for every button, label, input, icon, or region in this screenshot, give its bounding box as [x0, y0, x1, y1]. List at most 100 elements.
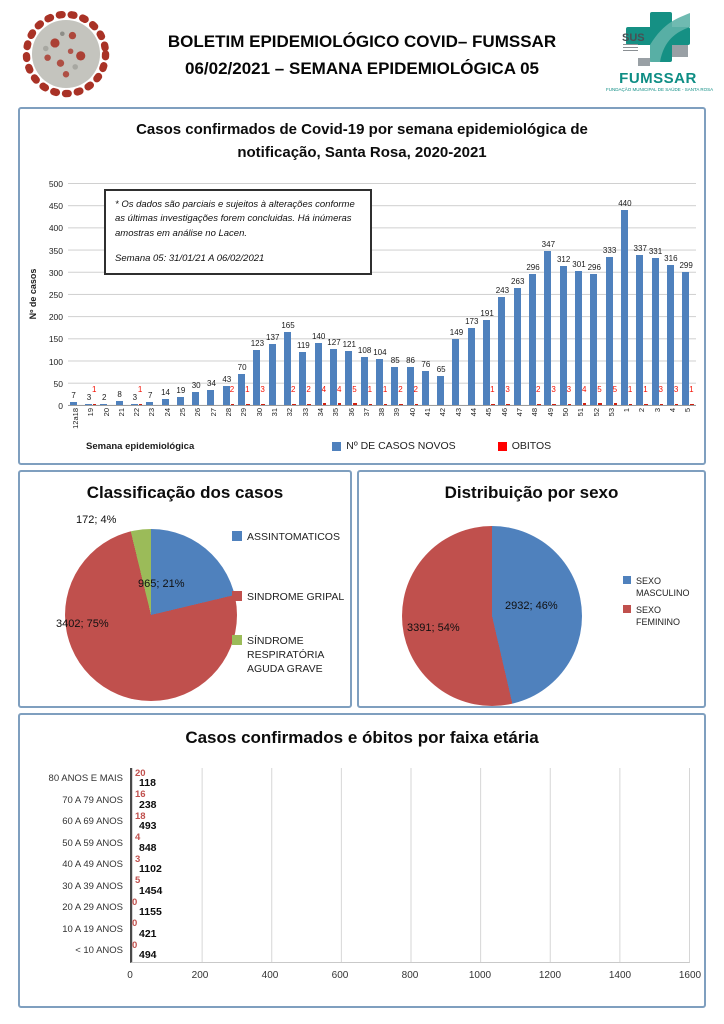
- week-tick-label: 4: [668, 408, 678, 413]
- new-cases-value: 243: [495, 286, 510, 296]
- deaths-value: 4: [336, 385, 342, 394]
- week-tick-label: 40: [407, 408, 417, 417]
- deaths-bar: [628, 404, 633, 405]
- deaths-value: 3: [658, 385, 663, 394]
- deaths-bar: [537, 404, 541, 405]
- week-tick: 30: [252, 408, 267, 438]
- new-cases-bar: [529, 273, 537, 405]
- age-cases-value: 1155: [139, 906, 162, 919]
- deaths-legend-swatch: [497, 441, 507, 451]
- week-tick-label: 53: [606, 408, 616, 417]
- age-cases-value: 238: [139, 798, 157, 811]
- bar-group-week-29: 70 1: [236, 183, 251, 405]
- week-tick: 45: [481, 408, 496, 438]
- new-cases-bar: [682, 272, 690, 405]
- bar-group-week-40: 86 2: [405, 183, 420, 405]
- age-row-6: 5 1454: [132, 876, 689, 898]
- age-plot-area: 20 118 16 238 18 493 4 848 3 1102 5 1454 0 1155 0 421 0 4…: [130, 768, 690, 963]
- deaths-bar: [383, 404, 388, 405]
- new-cases-bar: [437, 376, 445, 405]
- week-tick: 50: [558, 408, 573, 438]
- age-cases-value: 1102: [139, 863, 162, 876]
- new-cases-bar: [544, 250, 552, 405]
- new-cases-bar: [513, 288, 521, 405]
- week-tick-label: 49: [545, 408, 555, 417]
- week-tick: 53: [604, 408, 619, 438]
- week-tick-label: 42: [438, 408, 448, 417]
- age-chart-panel: Casos confirmados e óbitos por faixa etá…: [18, 713, 706, 1008]
- age-row-2: 16 238: [132, 790, 689, 812]
- new-cases-bar: [574, 271, 582, 405]
- deaths-value: 1: [367, 385, 373, 394]
- y-tick-label: 0: [58, 401, 63, 411]
- deaths-bar: [659, 403, 664, 405]
- deaths-bar: [552, 403, 556, 405]
- data-note-week-range: Semana 05: 31/01/21 A 06/02/2021: [115, 252, 265, 264]
- deaths-bar: [337, 403, 342, 405]
- new-cases-bar: [176, 396, 184, 405]
- age-cases-line: 238: [132, 800, 157, 811]
- week-tick: 49: [543, 408, 558, 438]
- age-cases-line: 1155: [132, 907, 162, 918]
- week-tick-label: 43: [453, 408, 463, 417]
- new-cases-value: 316: [664, 253, 678, 263]
- new-cases-bar: [268, 344, 276, 405]
- y-tick-label: 300: [48, 267, 63, 278]
- age-deaths-line: 0: [132, 941, 137, 950]
- week-tick: 29: [236, 408, 251, 438]
- y-tick-label: 250: [48, 290, 63, 300]
- age-deaths-line: 18: [132, 812, 146, 821]
- bar-group-week-38: 104 1: [373, 183, 389, 405]
- new-cases-value: 263: [511, 277, 525, 287]
- deaths-bar: [414, 404, 419, 405]
- new-cases-value: 296: [526, 262, 540, 272]
- week-tick: 2: [635, 408, 650, 438]
- sex-legend-item: SEXO MASCULINO: [623, 575, 707, 599]
- week-tick-label: 31: [269, 408, 279, 417]
- age-x-tick-label: 1200: [538, 969, 562, 981]
- sex-legend-item: SEXO FEMININO: [623, 604, 707, 628]
- classification-legend-label: ASSINTOMATICOS: [247, 531, 340, 543]
- classification-legend-item: SÍNDROME RESPIRATÓRIA AGUDA GRAVE: [232, 634, 350, 677]
- week-tick-label: 20: [101, 408, 111, 417]
- sex-legend-label: SEXO MASCULINO: [636, 576, 690, 599]
- weekly-legend: Nº DE CASOS NOVOS OBITOS: [332, 440, 551, 452]
- bar-group-week-26: 30: [191, 183, 206, 405]
- age-deaths-value: 5: [135, 875, 141, 887]
- age-cases-line: 848: [132, 843, 157, 854]
- age-row-3: 18 493: [132, 811, 689, 833]
- age-row-4: 4 848: [132, 833, 689, 855]
- new-cases-value: 301: [572, 260, 586, 270]
- deaths-value: 3: [551, 385, 556, 394]
- fumssar-tagline: FUNDAÇÃO MUNICIPAL DE SAÚDE - SANTA ROSA: [606, 87, 714, 92]
- bar-group-week-53: 333 5: [603, 183, 619, 405]
- bar-group-week-5: 299 1: [679, 183, 696, 405]
- weekly-chart-panel: Casos confirmados de Covid-19 por semana…: [18, 107, 706, 465]
- new-cases-bar: [115, 401, 123, 405]
- week-tick: 21: [114, 408, 129, 438]
- new-cases-bar: [161, 398, 169, 405]
- deaths-bar: [246, 404, 250, 405]
- age-x-tick-label: 200: [191, 969, 209, 981]
- week-tick: 33: [298, 408, 313, 438]
- new-cases-bar: [69, 401, 77, 405]
- bar-group-week-52: 296 5: [588, 183, 604, 405]
- bar-group-week-28: 43 2: [221, 183, 236, 405]
- age-deaths-value: 0: [132, 939, 138, 951]
- age-group-label: 70 A 79 ANOS: [62, 794, 123, 806]
- age-deaths-line: 20: [132, 769, 146, 778]
- new-cases-value: 86: [406, 355, 415, 365]
- legend-item-deaths: OBITOS: [497, 440, 551, 452]
- week-tick: 44: [466, 408, 481, 438]
- sus-label: SUS: [622, 32, 645, 44]
- classification-legend-swatch: [232, 531, 242, 541]
- age-x-tick-label: 1600: [678, 969, 702, 981]
- age-x-tick-label: 800: [401, 969, 419, 981]
- fumssar-logo: SUS FUMSSAR FUNDAÇÃO MUNICIPAL DE SAÚDE …: [606, 10, 714, 92]
- week-tick: 19: [83, 408, 98, 438]
- age-x-tick-label: 600: [331, 969, 349, 981]
- deaths-value: 3: [505, 385, 510, 394]
- new-cases-value: 34: [207, 378, 216, 388]
